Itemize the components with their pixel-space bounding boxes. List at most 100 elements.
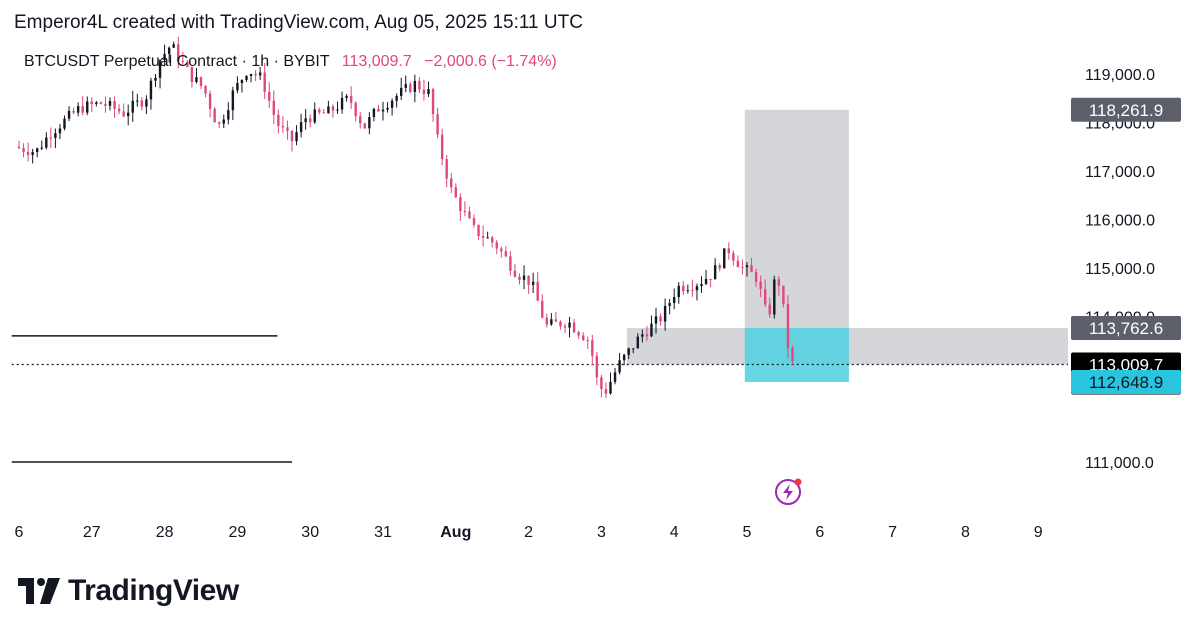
- candle-body: [227, 110, 230, 120]
- candle-body: [186, 61, 189, 67]
- candle-body: [290, 130, 294, 142]
- candle-body: [477, 224, 480, 237]
- flash-alert-icon[interactable]: [775, 478, 802, 505]
- candle-body: [377, 108, 380, 112]
- candle-body: [281, 125, 285, 128]
- candle-body: [58, 128, 62, 134]
- zones-layer: [626, 109, 1068, 383]
- candle-body: [636, 336, 639, 349]
- tradingview-brand[interactable]: TradingView: [18, 574, 239, 608]
- candle-body: [677, 285, 680, 298]
- candle-body: [622, 354, 626, 361]
- candle-body: [95, 102, 98, 105]
- price-label-text: 112,648.9: [1089, 373, 1163, 392]
- candle-body: [81, 106, 84, 113]
- candle-body: [668, 303, 671, 306]
- candle-body: [645, 334, 649, 337]
- candle-body: [509, 256, 512, 271]
- candle-body: [372, 108, 376, 118]
- candle-body: [595, 355, 599, 378]
- candle-body: [258, 72, 262, 76]
- candle-body: [167, 47, 171, 54]
- candle-body: [613, 372, 617, 382]
- candle-body: [445, 159, 448, 179]
- candle-body: [309, 118, 312, 123]
- x-tick-label: 3: [597, 524, 606, 541]
- candle-body: [700, 284, 703, 287]
- candle-body: [695, 286, 699, 291]
- candle-body: [400, 87, 403, 96]
- candle-body: [600, 377, 603, 390]
- candle-body: [31, 151, 34, 156]
- candle-body: [572, 322, 576, 333]
- candle-body: [45, 137, 48, 148]
- candle-body: [349, 95, 353, 103]
- brand-name: TradingView: [68, 574, 239, 607]
- candle-body: [286, 127, 289, 131]
- candle-body: [436, 114, 439, 135]
- candle-body: [86, 101, 89, 113]
- x-tick-label: 28: [156, 524, 174, 541]
- candle-body: [550, 319, 553, 325]
- candle-body: [500, 248, 503, 252]
- x-tick-label: 30: [301, 524, 319, 541]
- candle-body: [299, 122, 303, 133]
- x-tick-label: 9: [1034, 524, 1043, 541]
- candle-body: [786, 304, 790, 348]
- candle-body: [782, 285, 785, 305]
- candle-body: [732, 253, 735, 261]
- price-change: −2,000.6 (−1.74%): [424, 53, 557, 70]
- candle-body: [409, 84, 412, 92]
- tradingview-logo-icon: [18, 578, 60, 604]
- candle-body: [158, 60, 162, 78]
- candle-body: [673, 297, 676, 304]
- candle-body: [113, 100, 116, 109]
- flash-bolt: [783, 484, 793, 500]
- price-label-text: 118,261.9: [1089, 101, 1163, 120]
- y-tick-label: 111,000.0: [1085, 455, 1154, 472]
- candle-body: [154, 77, 157, 81]
- candle-body: [768, 304, 771, 315]
- candle-body: [49, 137, 53, 139]
- candle-body: [354, 102, 357, 117]
- candle-body: [736, 260, 740, 268]
- candle-body: [486, 237, 489, 239]
- candle-body: [727, 248, 730, 254]
- candle-body: [240, 80, 244, 84]
- candle-body: [36, 148, 39, 152]
- candle-body: [26, 151, 30, 156]
- candle-body: [777, 279, 781, 286]
- candle-body: [199, 77, 203, 86]
- y-tick-label: 116,000.0: [1085, 213, 1155, 230]
- candle-body: [413, 80, 417, 92]
- candle-body: [313, 109, 316, 123]
- candle-body: [140, 100, 144, 107]
- candle-body: [463, 211, 467, 213]
- x-tick-label: 8: [961, 524, 970, 541]
- candle-body: [172, 44, 175, 48]
- candle-body: [586, 339, 589, 341]
- candle-body: [181, 60, 184, 62]
- candle-body: [754, 271, 758, 282]
- candle-body: [454, 187, 457, 198]
- candle-body: [472, 218, 476, 225]
- candle-body: [268, 91, 271, 101]
- candle-body: [591, 340, 594, 356]
- candle-body: [641, 334, 644, 337]
- candle-body: [131, 100, 134, 113]
- candle-body: [390, 100, 394, 108]
- candle-body: [231, 90, 235, 111]
- candle-body: [491, 237, 494, 243]
- candle-body: [536, 281, 539, 301]
- candle-body: [136, 100, 139, 102]
- candle-body: [531, 281, 535, 285]
- candle-body: [563, 326, 567, 328]
- x-tick-label: 4: [670, 524, 679, 541]
- candle-body: [686, 290, 690, 292]
- candle-body: [450, 178, 453, 188]
- zone-stop: [744, 328, 849, 383]
- x-tick-label: 5: [743, 524, 752, 541]
- candle-body: [395, 95, 398, 101]
